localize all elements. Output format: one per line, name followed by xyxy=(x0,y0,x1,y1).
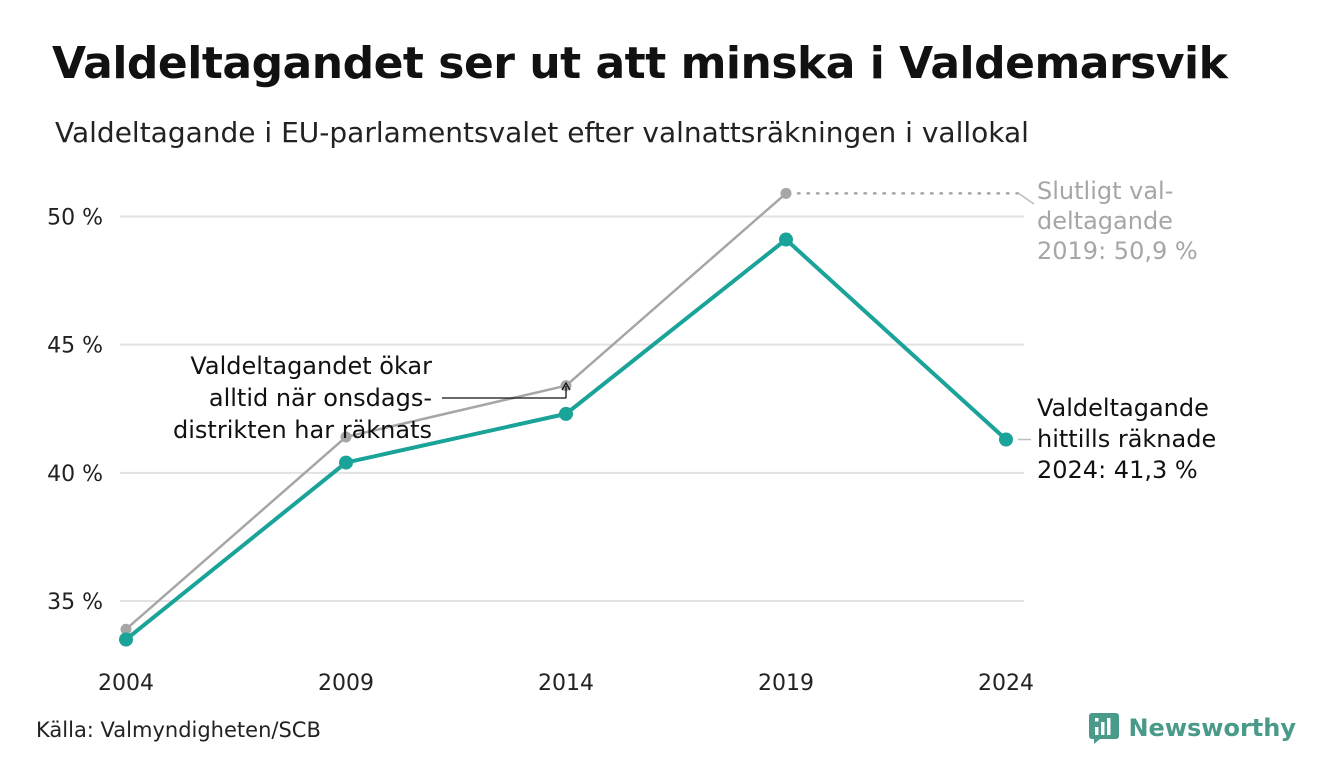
annotation-current-2024-line: 2024: 41,3 % xyxy=(1037,456,1198,484)
y-tick-label: 50 % xyxy=(47,205,103,230)
brand-name: Newsworthy xyxy=(1128,714,1296,742)
data-point-slutligt xyxy=(340,431,352,443)
annotation-final-2019-line: Slutligt val- xyxy=(1037,177,1173,205)
data-point-valnatt xyxy=(119,632,133,647)
data-point-slutligt xyxy=(120,623,132,635)
series-layer xyxy=(119,187,1013,647)
annotation-current-2024-line: hittills räknade xyxy=(1037,425,1216,453)
final-2019-connector xyxy=(1017,192,1035,205)
note-arrow-head xyxy=(561,381,571,391)
annotation-note-line: distrikten har räknats xyxy=(173,416,432,444)
x-tick-label: 2024 xyxy=(978,671,1034,696)
data-point-valnatt xyxy=(779,232,793,247)
annotation-final-2019-line: deltagande xyxy=(1037,207,1173,235)
y-tick-label: 45 % xyxy=(47,334,103,359)
grid-layer xyxy=(120,215,1024,603)
y-tick-label: 40 % xyxy=(47,462,103,487)
annotation-note-line: Valdeltagandet ökar xyxy=(190,352,432,380)
data-point-slutligt xyxy=(780,187,792,199)
series-line-slutligt xyxy=(124,192,788,631)
y-tick-label: 35 % xyxy=(47,590,103,615)
data-point-valnatt xyxy=(999,432,1013,447)
x-tick-label: 2019 xyxy=(758,671,814,696)
brand-logo[interactable]: Newsworthy xyxy=(1088,712,1296,744)
x-tick-label: 2009 xyxy=(318,671,374,696)
x-axis-ticks: 2004 2009 2014 2019 2024 xyxy=(98,671,1034,696)
y-axis-ticks: 35 % 40 % 45 % 50 % xyxy=(47,205,103,615)
source-note: Källa: Valmyndigheten/SCB xyxy=(36,718,321,742)
newsworthy-logo-icon xyxy=(1089,713,1120,744)
annotation-final-2019-line: 2019: 50,9 % xyxy=(1037,237,1198,265)
x-tick-label: 2014 xyxy=(538,671,594,696)
data-point-valnatt xyxy=(559,406,573,421)
chart-title: Valdeltagandet ser ut att minska i Valde… xyxy=(52,38,1228,89)
data-point-valnatt xyxy=(339,455,353,470)
annotation-note-line: alltid när onsdags- xyxy=(209,384,432,412)
annotation-current-2024-line: Valdeltagande xyxy=(1037,394,1209,422)
chart-subtitle: Valdeltagande i EU-parlamentsvalet efter… xyxy=(55,116,1029,149)
x-tick-label: 2004 xyxy=(98,671,154,696)
